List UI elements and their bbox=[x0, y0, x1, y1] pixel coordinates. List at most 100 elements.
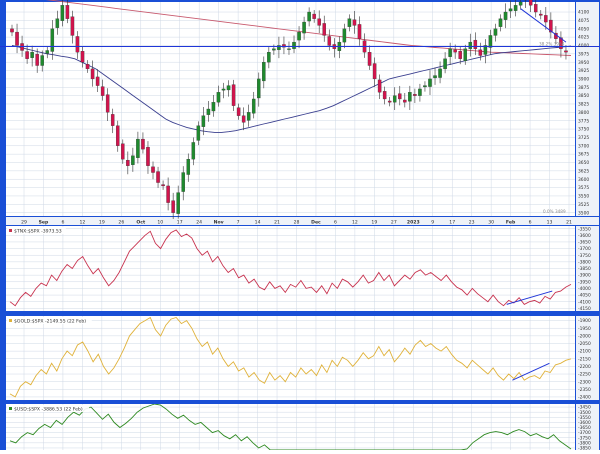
candle-body bbox=[312, 13, 316, 19]
candle-body bbox=[448, 48, 452, 57]
y-tick-label: -3600 bbox=[578, 233, 591, 239]
candle-body bbox=[382, 91, 387, 100]
y-tick-label: 3625 bbox=[578, 168, 589, 174]
candle-body bbox=[302, 21, 306, 34]
y-tick-label: -2250 bbox=[578, 372, 591, 378]
candle-body bbox=[226, 85, 231, 91]
candle-body bbox=[473, 39, 478, 49]
candle-body bbox=[196, 125, 201, 141]
candle-body bbox=[438, 68, 442, 78]
date-tick-label: 6 bbox=[529, 220, 532, 226]
candle-body bbox=[126, 160, 130, 166]
candle-body bbox=[458, 51, 462, 59]
candle-body bbox=[508, 8, 513, 12]
indicator-swatch bbox=[9, 229, 12, 232]
candle-body bbox=[292, 41, 296, 49]
candle-body bbox=[50, 28, 55, 52]
candle-body bbox=[166, 185, 170, 203]
y-tick-label: -4150 bbox=[578, 306, 591, 312]
y-tick-label: 3525 bbox=[578, 202, 589, 208]
y-tick-label: -2000 bbox=[578, 333, 591, 339]
y-tick-label: -3750 bbox=[578, 435, 591, 441]
date-tick-label: 21 bbox=[274, 220, 280, 226]
candle-body bbox=[136, 138, 140, 158]
y-tick-label: -3650 bbox=[578, 240, 591, 246]
date-tick-label: Feb bbox=[506, 220, 516, 226]
indicator-panels: $TNX:$SPX -3973.53 $GOLD:$SPX -2149.55 (2… bbox=[7, 227, 572, 450]
y-tick-label: -2400 bbox=[578, 395, 591, 401]
date-tick-label: Oct bbox=[136, 220, 146, 226]
candle-body bbox=[115, 125, 120, 146]
candle-body bbox=[171, 200, 175, 213]
candle-body bbox=[186, 159, 191, 175]
y-tick-label: -2100 bbox=[578, 349, 591, 355]
candle-body bbox=[528, 0, 533, 6]
indicator-label-1: $TNX:$SPX -3973.53 bbox=[14, 228, 62, 234]
y-tick-label: -4050 bbox=[578, 293, 591, 299]
date-tick-label: 24 bbox=[196, 220, 202, 226]
candle-body bbox=[468, 41, 473, 49]
y-tick-label: -3550 bbox=[578, 226, 591, 232]
candle-body bbox=[372, 63, 377, 80]
candle-body bbox=[30, 52, 34, 58]
y-tick-label: -3500 bbox=[578, 410, 591, 416]
scale-bg-0 bbox=[576, 2, 599, 216]
date-tick-label: 2023 bbox=[407, 220, 420, 226]
date-tick-label: 27 bbox=[391, 220, 397, 226]
candle-body bbox=[533, 4, 538, 13]
candle-body bbox=[70, 16, 75, 36]
gridlines bbox=[6, 2, 575, 450]
y-tick-label: 3775 bbox=[578, 118, 589, 124]
candle-body bbox=[282, 44, 286, 48]
candle-body bbox=[539, 13, 543, 16]
y-tick-label: -4000 bbox=[578, 286, 591, 292]
y-tick-label: -2200 bbox=[578, 364, 591, 370]
date-tick-label: Dec bbox=[311, 220, 321, 226]
y-tick-label: -1950 bbox=[578, 326, 591, 332]
candle-body bbox=[307, 11, 311, 22]
y-tick-label: -2050 bbox=[578, 341, 591, 347]
y-tick-label: 3675 bbox=[578, 152, 589, 158]
indicator-label-3: $USD:$SPX -3886.53 (22 Feb) bbox=[14, 406, 83, 412]
y-tick-label: 3725 bbox=[578, 135, 589, 141]
y-tick-label: -3550 bbox=[578, 415, 591, 421]
candle-body bbox=[45, 50, 50, 54]
indicator-label-bg bbox=[7, 317, 92, 324]
indicator-label-bg bbox=[7, 405, 90, 412]
date-tick-label: 23 bbox=[469, 220, 475, 226]
candle-body bbox=[257, 78, 261, 99]
date-tick-label: 6 bbox=[334, 220, 337, 226]
candle-body bbox=[408, 92, 412, 102]
y-tick-label: -3850 bbox=[578, 266, 591, 272]
scale-bg-2 bbox=[576, 316, 599, 400]
indicator-swatch bbox=[9, 407, 12, 410]
candle-body bbox=[161, 184, 165, 187]
date-tick-label: 29 bbox=[21, 220, 27, 226]
candle-body bbox=[352, 19, 357, 26]
candle-body bbox=[277, 45, 281, 50]
candle-body bbox=[443, 58, 447, 70]
candle-body bbox=[191, 142, 196, 160]
date-tick-label: 21 bbox=[566, 220, 572, 226]
y-tick-label: 3800 bbox=[578, 110, 589, 116]
candle-body bbox=[262, 62, 266, 82]
candle-body bbox=[513, 5, 518, 11]
candle-body bbox=[377, 79, 382, 93]
y-tick-label: 3875 bbox=[578, 85, 589, 91]
y-tick-label: -1900 bbox=[578, 318, 591, 324]
y-tick-label: 3700 bbox=[578, 143, 589, 149]
candle-body bbox=[121, 143, 125, 160]
y-tick-label: 3825 bbox=[578, 102, 589, 108]
date-tick-label: Nov bbox=[214, 220, 224, 226]
candle-body bbox=[287, 48, 291, 50]
candle-body bbox=[241, 115, 246, 123]
y-tick-label: -3950 bbox=[578, 279, 591, 285]
main-price-panel: 38.2% 3964 0.0% 3489 bbox=[0, 0, 600, 220]
candle-body bbox=[55, 18, 60, 28]
date-tick-label: 14 bbox=[255, 220, 261, 226]
candle-body bbox=[80, 51, 85, 63]
candle-body bbox=[20, 43, 24, 51]
y-tick-label: -2150 bbox=[578, 356, 591, 362]
